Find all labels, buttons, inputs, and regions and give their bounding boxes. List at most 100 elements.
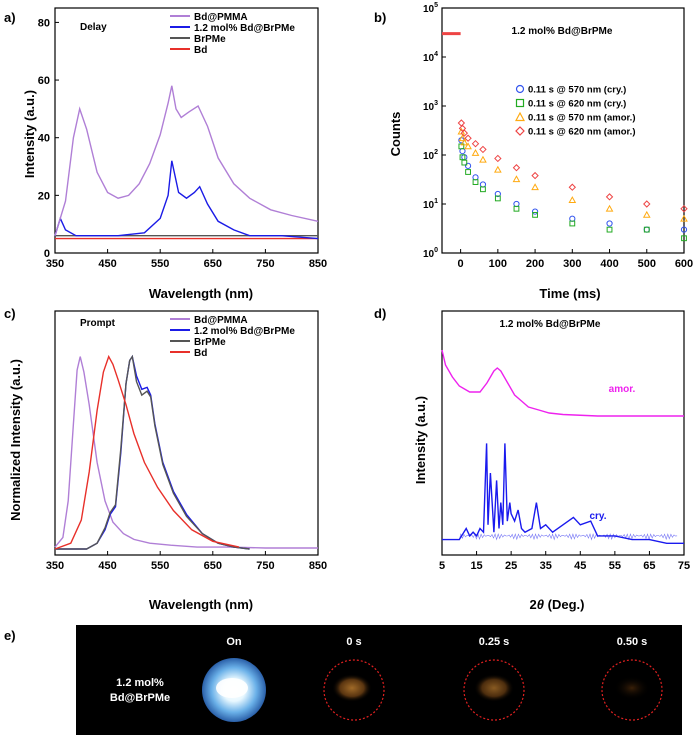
panel-b-point-triangle bbox=[680, 214, 688, 222]
panel-b-point-circle bbox=[513, 200, 520, 208]
panel-b-ytick-exponent: 1 bbox=[434, 198, 438, 205]
panel-b-chart: 0 100 200 300 400 500 6001001011021031041050.1… bbox=[423, 2, 693, 270]
panel-b-xtick-label: 300 bbox=[563, 258, 581, 270]
panel-b-xtick-label: 400 bbox=[600, 258, 618, 270]
panel-b-point-circle bbox=[643, 226, 650, 233]
panel-c-series-Bd@PMMA bbox=[54, 356, 318, 549]
panel-b-legend-marker bbox=[515, 111, 525, 122]
panel-b-point-square bbox=[532, 211, 538, 218]
panel-b-point-triangle bbox=[471, 148, 480, 156]
panel-b-ytick-label: 101 bbox=[423, 198, 438, 211]
panel-b-point-square bbox=[494, 195, 501, 202]
panel-c-legend-label: BrPMe bbox=[194, 337, 226, 348]
panel-b-point-square bbox=[681, 235, 687, 242]
panel-a-xtick-label: 750 bbox=[256, 258, 274, 270]
sample-glow-050s bbox=[614, 676, 650, 700]
panel-b-point-diamond bbox=[460, 129, 469, 137]
panel-c-series-Bd bbox=[54, 354, 240, 550]
panel-b-legend-marker bbox=[515, 126, 525, 136]
panel-a-xtick-label: 850 bbox=[309, 258, 327, 270]
panel-c-xtick-label: 350 bbox=[46, 560, 64, 572]
panel-d-label-cry: cry. bbox=[589, 511, 606, 522]
panel-c-xtick-label: 750 bbox=[256, 560, 274, 572]
panel-a-legend-label: Bd bbox=[194, 45, 207, 56]
panel-b-ytick-label: 102 bbox=[423, 149, 438, 162]
panel-d-chart: 5 15 25 35 45 55 65 75 amor. cry. bbox=[439, 310, 690, 572]
panel-b-point-diamond bbox=[512, 164, 521, 172]
panel-b-point-triangle bbox=[493, 165, 502, 173]
panel-d-ylabel: Intensity (a.u.) bbox=[413, 396, 428, 484]
panel-c-legend-label: 1.2 mol% Bd@BrPMe bbox=[194, 326, 295, 337]
panel-b-point-square bbox=[606, 226, 613, 233]
panel-d-xlabel: 2θ (Deg.) bbox=[530, 597, 585, 612]
panel-b-point-diamond bbox=[457, 119, 466, 127]
panel-e-column-on: On bbox=[226, 636, 242, 648]
panel-b-ytick-label: 103 bbox=[423, 100, 438, 113]
panel-b-point-triangle bbox=[464, 142, 472, 150]
panel-a-xtick-label: 550 bbox=[151, 258, 169, 270]
panel-b-xtick-label: 0 bbox=[458, 258, 464, 270]
panel-b-ytick-exponent: 3 bbox=[434, 100, 438, 107]
panel-c-legend-label: Bd@PMMA bbox=[194, 315, 248, 326]
panel-a-letter: a) bbox=[4, 10, 16, 25]
panel-b-point-circle bbox=[472, 174, 479, 181]
panel-d-xtick-label: 45 bbox=[574, 560, 586, 572]
sample-ring-0s bbox=[323, 659, 385, 721]
panel-c-axis-frame bbox=[54, 310, 319, 556]
panel-b-ytick-label: 100 bbox=[423, 247, 438, 260]
panel-b-point-circle bbox=[680, 226, 688, 233]
panel-b-point-circle bbox=[479, 181, 487, 188]
panel-b-ytick-exponent: 0 bbox=[434, 247, 438, 254]
panel-a-ytick-label: 40 bbox=[38, 133, 50, 145]
panel-b-point-square bbox=[465, 169, 471, 175]
panel-b-point-triangle bbox=[512, 175, 521, 183]
panel-d-axis-frame bbox=[441, 310, 685, 556]
panel-b-point-diamond bbox=[479, 145, 487, 154]
panel-a-series-Bd@PMMA bbox=[54, 85, 319, 236]
panel-b-point-triangle bbox=[568, 196, 577, 204]
panel-e-sample-line1: 1.2 mol% bbox=[116, 677, 164, 689]
panel-b-point-square bbox=[480, 186, 486, 193]
panel-a-legend-label: BrPMe bbox=[194, 34, 226, 45]
panel-d-annotation: 1.2 mol% Bd@BrPMe bbox=[500, 319, 601, 330]
panel-d-xtick-label: 55 bbox=[609, 560, 621, 572]
panel-b-point-triangle bbox=[479, 155, 487, 163]
panel-b-point-triangle bbox=[460, 138, 469, 146]
panel-b-legend-marker bbox=[515, 84, 525, 94]
panel-a-ytick-label: 20 bbox=[38, 190, 50, 202]
panel-d-label-amor: amor. bbox=[609, 384, 636, 395]
panel-a-legend-label: 1.2 mol% Bd@BrPMe bbox=[194, 23, 295, 34]
panel-a-xlabel: Wavelength (nm) bbox=[149, 286, 253, 301]
panel-b-letter: b) bbox=[374, 10, 386, 25]
panel-b-ytick-exponent: 2 bbox=[434, 149, 438, 156]
panel-b-point-diamond bbox=[568, 183, 577, 191]
panel-c-ylabel: Normalized Intensity (a.u.) bbox=[8, 359, 23, 521]
panel-d-xtick-label: 65 bbox=[643, 560, 655, 572]
panel-b-ylabel: Counts bbox=[388, 112, 403, 157]
sample-ring-025s bbox=[463, 659, 525, 721]
panel-b-point-diamond bbox=[531, 171, 539, 180]
panel-c-annotation: Prompt bbox=[80, 318, 116, 329]
sample-glow-025s bbox=[474, 674, 514, 702]
panel-b-point-square bbox=[461, 159, 468, 166]
panel-b-point-circle bbox=[461, 154, 468, 161]
panel-a-xtick-label: 650 bbox=[204, 258, 222, 270]
panel-b-legend-label: 0.11 s @ 620 nm (cry.) bbox=[528, 99, 626, 110]
panel-b-point-triangle bbox=[642, 210, 651, 218]
panel-c-xtick-label: 550 bbox=[151, 560, 169, 572]
panel-b-legend-marker bbox=[515, 98, 525, 108]
panel-b-xtick-label: 500 bbox=[638, 258, 656, 270]
panel-b-point-diamond bbox=[464, 134, 472, 142]
panel-e-column-050s: 0.50 s bbox=[617, 636, 648, 648]
panel-a-annotation: Delay bbox=[80, 22, 107, 33]
panel-b-point-circle bbox=[569, 215, 576, 222]
panel-b-point-square bbox=[569, 220, 576, 227]
panel-b-point-circle bbox=[464, 162, 472, 169]
panel-a-xtick-label: 450 bbox=[98, 258, 116, 270]
panel-a-ytick-label: 80 bbox=[38, 17, 50, 29]
panel-b-point-triangle bbox=[605, 204, 614, 212]
panel-d-xtick-label: 35 bbox=[540, 560, 552, 572]
panel-e-sample-line2: Bd@BrPMe bbox=[110, 692, 170, 704]
panel-b-point-circle bbox=[494, 190, 501, 198]
